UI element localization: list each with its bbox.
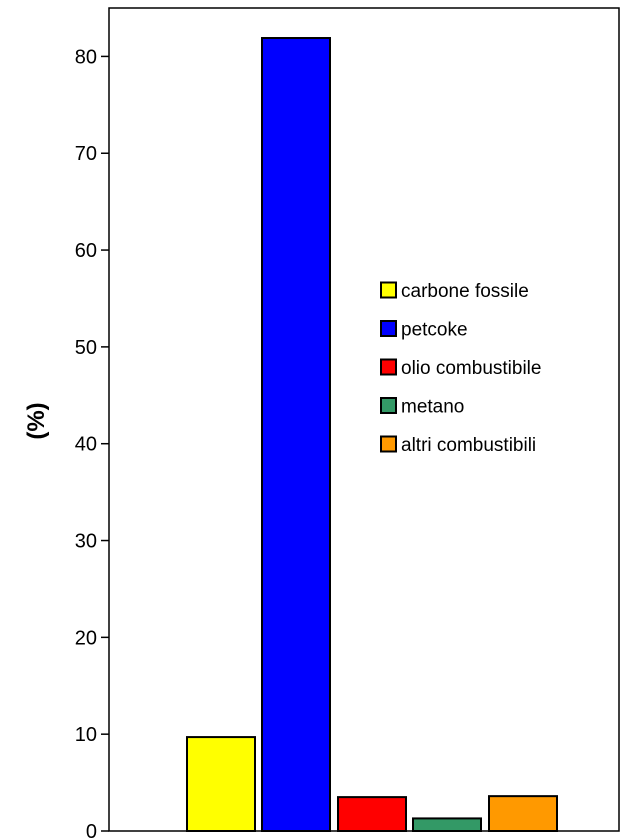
y-tick-label: 10 xyxy=(75,724,97,746)
legend-swatch xyxy=(380,435,397,453)
y-tick-label: 50 xyxy=(75,337,97,359)
y-tick-label: 20 xyxy=(75,627,97,649)
y-tick-label: 0 xyxy=(86,821,97,839)
plot-area-frame xyxy=(108,7,620,832)
bar-carbone-fossile xyxy=(186,736,256,832)
bar-metano xyxy=(412,817,482,833)
legend: carbone fossile petcoke olio combustibile m… xyxy=(380,281,541,456)
legend-label: carbone fossile xyxy=(401,281,529,302)
legend-label: petcoke xyxy=(401,320,468,341)
legend-label: altri combustibili xyxy=(401,435,536,456)
legend-swatch xyxy=(380,358,397,376)
bar-altri-combustibili xyxy=(488,795,558,833)
y-tick-label: 60 xyxy=(75,240,97,262)
legend-swatch xyxy=(380,320,397,337)
y-tick-label: 80 xyxy=(75,46,97,68)
legend-swatch xyxy=(380,397,397,414)
y-axis: 0 10 20 30 40 50 60 70 80 xyxy=(75,46,109,839)
bar-petcoke xyxy=(261,37,331,832)
y-tick-label: 70 xyxy=(75,143,97,165)
bar-olio-combustibile xyxy=(337,796,407,832)
legend-swatch xyxy=(380,281,397,299)
legend-label: metano xyxy=(401,397,464,418)
y-axis-title: (%) xyxy=(23,402,50,439)
y-tick-label: 30 xyxy=(75,531,97,553)
legend-label: olio combustibile xyxy=(401,358,541,379)
bars-group xyxy=(186,37,558,833)
y-tick-label: 40 xyxy=(75,434,97,456)
